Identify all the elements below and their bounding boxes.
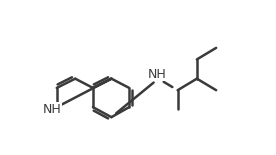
Text: NH: NH (147, 68, 166, 81)
Text: NH: NH (43, 103, 62, 116)
